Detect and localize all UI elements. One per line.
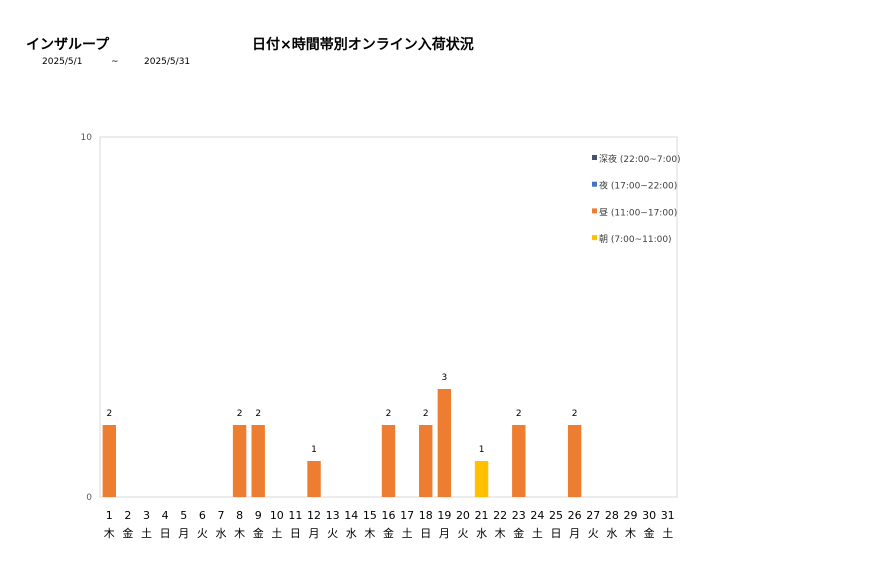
x-weekday-label: 土 <box>532 527 543 540</box>
x-weekday-label: 金 <box>383 526 394 540</box>
x-tick-label: 17 <box>400 509 414 522</box>
date-from: 2025/5/1 <box>42 57 83 67</box>
x-tick-label: 22 <box>493 509 507 522</box>
bar <box>474 461 489 497</box>
x-weekday-label: 金 <box>513 526 524 540</box>
bar <box>307 461 321 497</box>
date-separator: ~ <box>111 57 119 67</box>
x-weekday-label: 日 <box>551 527 562 540</box>
legend-label: 朝 (7:00~11:00) <box>599 234 672 245</box>
x-weekday-label: 月 <box>178 527 189 540</box>
x-tick-label: 10 <box>270 509 284 522</box>
legend-swatch <box>592 181 597 187</box>
x-weekday-label: 土 <box>662 527 673 540</box>
x-weekday-label: 月 <box>309 527 320 540</box>
x-tick-label: 14 <box>344 509 358 522</box>
x-tick-label: 7 <box>217 509 224 522</box>
data-label: 2 <box>106 409 112 419</box>
x-weekday-label: 木 <box>625 527 636 540</box>
x-tick-label: 11 <box>288 509 302 522</box>
x-tick-label: 12 <box>307 509 321 522</box>
x-tick-label: 2 <box>124 509 131 522</box>
chart-title: 日付×時間帯別オンライン入荷状況 <box>252 37 474 53</box>
x-tick-label: 13 <box>326 509 340 522</box>
x-tick-label: 30 <box>642 509 656 522</box>
data-label: 2 <box>516 409 522 419</box>
x-tick-label: 4 <box>162 509 169 522</box>
data-label: 2 <box>386 409 392 419</box>
x-weekday-label: 月 <box>439 527 450 540</box>
data-label: 2 <box>237 409 243 419</box>
date-to: 2025/5/31 <box>144 57 191 67</box>
bar <box>567 425 582 497</box>
x-tick-label: 15 <box>363 509 377 522</box>
data-label: 1 <box>479 445 485 455</box>
x-tick-label: 25 <box>549 509 563 522</box>
x-weekday-label: 火 <box>327 527 338 540</box>
x-weekday-label: 金 <box>253 526 264 540</box>
x-weekday-label: 土 <box>141 527 152 540</box>
data-label: 3 <box>441 373 447 383</box>
x-weekday-label: 水 <box>606 527 617 540</box>
x-weekday-label: 火 <box>457 527 468 540</box>
y-tick-label: 10 <box>81 133 93 143</box>
x-weekday-label: 水 <box>346 527 357 540</box>
bar <box>381 425 396 497</box>
legend-label: 夜 (17:00~22:00) <box>599 180 677 192</box>
x-weekday-label: 水 <box>215 527 226 540</box>
bar <box>251 425 265 497</box>
data-label: 2 <box>572 409 578 419</box>
x-tick-label: 20 <box>456 509 470 522</box>
x-weekday-label: 木 <box>364 527 375 540</box>
x-tick-label: 21 <box>475 509 489 522</box>
x-weekday-label: 金 <box>644 526 655 540</box>
x-tick-label: 31 <box>661 509 675 522</box>
x-tick-label: 16 <box>382 509 396 522</box>
legend-swatch <box>592 208 597 214</box>
x-tick-label: 29 <box>623 509 637 522</box>
x-weekday-label: 日 <box>160 527 171 540</box>
x-weekday-label: 木 <box>104 527 115 540</box>
x-weekday-label: 水 <box>476 527 487 540</box>
bar <box>419 425 433 497</box>
x-weekday-label: 月 <box>569 527 580 540</box>
x-weekday-label: 土 <box>402 527 413 540</box>
x-tick-label: 3 <box>143 509 150 522</box>
x-weekday-label: 木 <box>495 527 506 540</box>
x-weekday-label: 火 <box>588 527 599 540</box>
x-tick-label: 18 <box>419 509 433 522</box>
x-weekday-label: 日 <box>290 527 301 540</box>
x-tick-label: 6 <box>199 509 206 522</box>
x-tick-label: 9 <box>255 509 262 522</box>
x-tick-label: 1 <box>106 509 113 522</box>
bar <box>512 425 526 497</box>
x-tick-label: 23 <box>512 509 526 522</box>
x-tick-label: 24 <box>530 509 544 522</box>
data-label: 2 <box>255 409 261 419</box>
x-weekday-label: 金 <box>122 526 133 540</box>
legend-swatch <box>592 235 597 241</box>
x-tick-label: 8 <box>236 509 243 522</box>
x-weekday-label: 日 <box>420 527 431 540</box>
x-tick-label: 5 <box>180 509 187 522</box>
x-tick-label: 19 <box>437 509 451 522</box>
x-tick-label: 27 <box>586 509 600 522</box>
data-label: 2 <box>423 409 429 419</box>
legend-swatch <box>592 155 597 160</box>
company-name: インザループ <box>26 37 110 53</box>
bar <box>232 425 247 497</box>
x-tick-label: 26 <box>568 509 582 522</box>
x-tick-label: 28 <box>605 509 619 522</box>
x-weekday-label: 火 <box>197 527 208 540</box>
legend-label: 昼 (11:00~17:00) <box>599 207 677 218</box>
legend-label: 深夜 (22:00~7:00) <box>599 153 681 165</box>
x-weekday-label: 土 <box>271 527 282 540</box>
data-label: 1 <box>311 445 317 455</box>
x-weekday-label: 木 <box>234 527 245 540</box>
bar <box>102 425 117 497</box>
bar <box>437 389 452 497</box>
y-tick-label: 0 <box>86 493 92 503</box>
